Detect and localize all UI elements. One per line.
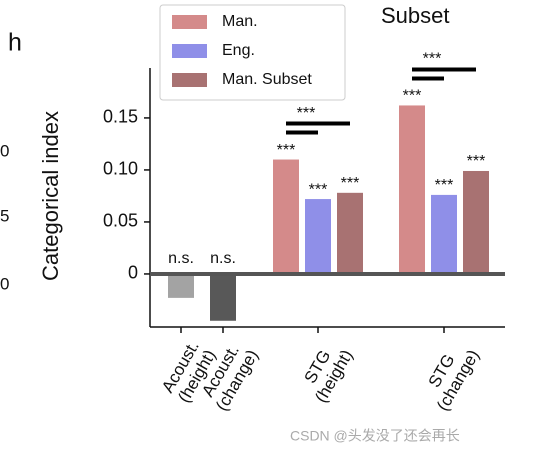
bar: [210, 273, 236, 321]
bar: [273, 159, 299, 274]
bar: [463, 170, 489, 274]
significance-label: ***: [467, 153, 486, 170]
significance-label: ***: [403, 88, 422, 105]
bar: [168, 273, 194, 298]
panel-label: h: [8, 29, 22, 57]
bar: [431, 194, 457, 274]
cropped-fragment: 0: [0, 141, 9, 160]
comparison-label: ***: [423, 51, 442, 68]
partial-title: Subset: [381, 3, 450, 28]
legend-swatch: [172, 44, 207, 58]
y-tick-label: 0.15: [103, 107, 138, 127]
y-tick-label: 0: [128, 263, 138, 283]
significance-label: ***: [309, 181, 328, 198]
legend-swatch: [172, 73, 207, 87]
bar: [305, 199, 331, 274]
y-axis-label: Categorical index: [38, 111, 63, 281]
bar: [399, 105, 425, 274]
legend-label: Eng.: [222, 42, 255, 59]
legend-swatch: [172, 15, 207, 29]
y-tick-label: 0.10: [103, 159, 138, 179]
cropped-fragment: 5: [0, 206, 9, 225]
significance-label: ***: [277, 142, 296, 159]
significance-label: n.s.: [168, 250, 194, 267]
significance-label: ***: [435, 177, 454, 194]
watermark: CSDN @头发没了还会再长: [290, 428, 460, 444]
legend-label: Man. Subset: [222, 71, 312, 88]
significance-label: ***: [341, 175, 360, 192]
comparison-label: ***: [297, 105, 316, 122]
cropped-fragment: 0: [0, 274, 9, 293]
legend-label: Man.: [222, 13, 258, 30]
y-tick-label: 0.05: [103, 211, 138, 231]
significance-label: n.s.: [210, 250, 236, 267]
bar: [337, 192, 363, 274]
